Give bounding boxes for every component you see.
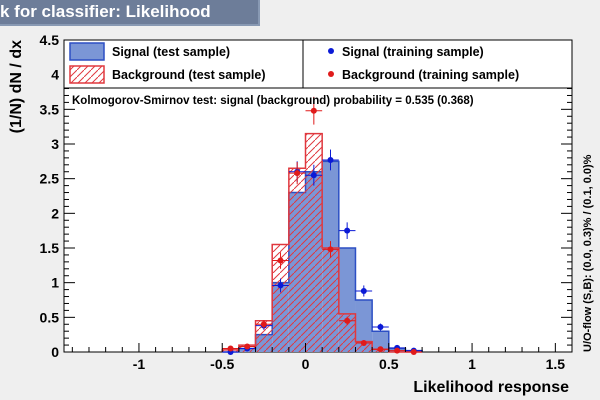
background-training-point-11 — [410, 349, 417, 355]
background-test-bar-5 — [305, 133, 323, 352]
signal-training-point-8 — [360, 287, 367, 294]
x-tick-label-3: 0.5 — [379, 356, 399, 372]
background-training-point-9 — [377, 346, 384, 353]
x-axis-title: Likelihood response — [413, 379, 569, 396]
background-test-bar-8 — [355, 341, 373, 352]
signal-training-point-3 — [277, 282, 284, 289]
overflow-label: U/O-flow (S,B): (0.0, 0.3)% / (0.1, 0.0)… — [582, 154, 594, 352]
legend-signal-training-label: Signal (training sample) — [342, 45, 484, 59]
legend-box — [63, 39, 573, 89]
legend-background-training-label: Background (training sample) — [342, 68, 519, 82]
y-tick-label-8: 4 — [51, 67, 59, 83]
background-training-point-5 — [310, 107, 317, 114]
legend-signal-test-label: Signal (test sample) — [112, 45, 230, 59]
background-training-point-7 — [344, 317, 351, 324]
window-title: k for classifier: Likelihood — [0, 2, 211, 21]
y-tick-label-9: 4.5 — [40, 32, 60, 48]
x-tick-label-5: 1.5 — [546, 356, 566, 372]
x-tick-label-0: -1 — [133, 356, 146, 372]
background-training-point-3 — [277, 257, 284, 264]
legend-background-test-label: Background (test sample) — [112, 68, 266, 82]
legend-background-test-swatch — [69, 65, 105, 84]
background-training-point-0 — [227, 345, 234, 352]
background-test-bar-3 — [272, 244, 289, 352]
y-tick-label-6: 3 — [51, 136, 59, 152]
background-training-point-4 — [294, 170, 301, 177]
background-test-bar-6 — [322, 248, 339, 352]
signal-training-point-9 — [377, 324, 384, 331]
x-tick-label-4: 1 — [468, 356, 476, 372]
ks-test-text: Kolmogorov-Smirnov test: signal (backgro… — [72, 95, 474, 107]
x-tick-label-1: -0.5 — [210, 356, 234, 372]
signal-training-point-6 — [327, 156, 334, 163]
signal-training-point-7 — [344, 227, 351, 234]
background-training-point-8 — [360, 339, 367, 346]
signal-test-bar-8 — [355, 300, 373, 352]
title-bar: k for classifier: Likelihood — [0, 0, 260, 26]
signal-test-bar-9 — [372, 331, 389, 352]
y-tick-label-5: 2.5 — [40, 171, 60, 187]
x-tick-label-2: 0 — [302, 356, 310, 372]
background-test-bar-2 — [255, 320, 273, 352]
y-tick-label-2: 1 — [51, 275, 59, 291]
background-training-point-2 — [260, 321, 267, 328]
y-tick-label-1: 0.5 — [40, 309, 60, 325]
background-test-bar-4 — [288, 168, 306, 352]
background-training-point-6 — [327, 246, 334, 253]
y-tick-label-7: 3.5 — [40, 101, 60, 117]
legend-signal-test-swatch — [69, 42, 105, 61]
y-tick-label-0: 0 — [51, 344, 59, 360]
y-tick-label-4: 2 — [51, 205, 59, 221]
legend-background-training-marker — [328, 71, 334, 77]
background-training-point-1 — [244, 343, 251, 350]
background-training-point-10 — [394, 347, 401, 354]
y-axis-title: (1/N) dN / dx — [8, 40, 25, 133]
signal-training-point-5 — [310, 172, 317, 179]
legend-signal-training-marker — [328, 48, 334, 54]
background-test-bar-7 — [338, 313, 356, 352]
y-tick-label-3: 1.5 — [40, 240, 60, 256]
